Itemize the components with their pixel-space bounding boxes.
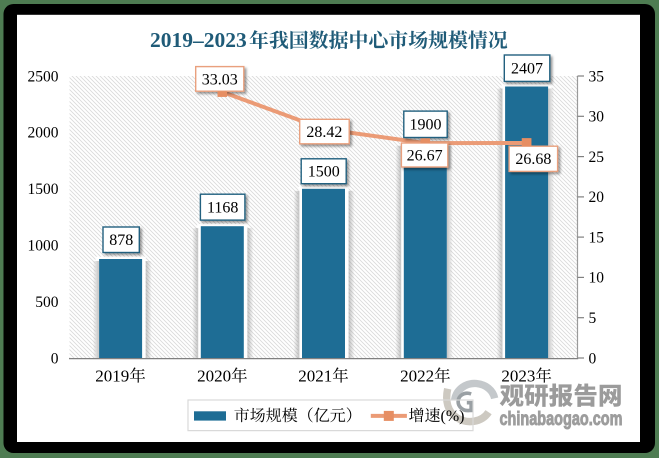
- svg-text:2019–2023: 2019–2023: [150, 28, 247, 52]
- svg-text:2000: 2000: [28, 125, 59, 142]
- svg-text:33.03: 33.03: [202, 71, 238, 88]
- svg-text:(%): (%): [441, 408, 465, 425]
- svg-text:35: 35: [589, 68, 605, 85]
- svg-text:28.42: 28.42: [306, 124, 342, 141]
- svg-text:2407: 2407: [511, 61, 543, 78]
- svg-text:878: 878: [109, 232, 133, 249]
- svg-text:20: 20: [589, 189, 605, 206]
- svg-text:1000: 1000: [28, 238, 59, 255]
- svg-text:10: 10: [589, 270, 605, 287]
- svg-text:1168: 1168: [207, 200, 238, 217]
- svg-text:1900: 1900: [410, 117, 442, 134]
- svg-text:2021: 2021: [298, 367, 332, 386]
- svg-text:5: 5: [589, 310, 597, 327]
- svg-text:2020: 2020: [197, 367, 231, 386]
- svg-text:2500: 2500: [28, 68, 59, 85]
- svg-text:2022: 2022: [400, 367, 434, 386]
- svg-text:0: 0: [51, 350, 59, 367]
- svg-text:25: 25: [589, 149, 605, 166]
- svg-text:26.68: 26.68: [515, 151, 551, 168]
- svg-text:500: 500: [35, 294, 59, 311]
- svg-text:26.67: 26.67: [407, 147, 443, 164]
- svg-text:1500: 1500: [28, 181, 59, 198]
- svg-text:0: 0: [589, 350, 597, 367]
- svg-text:2023: 2023: [501, 367, 535, 386]
- svg-text:15: 15: [589, 229, 605, 246]
- svg-text:30: 30: [589, 109, 605, 126]
- svg-text:chinabaogao.com: chinabaogao.com: [500, 409, 623, 430]
- svg-text:2019: 2019: [95, 367, 129, 386]
- svg-text:1500: 1500: [308, 164, 340, 181]
